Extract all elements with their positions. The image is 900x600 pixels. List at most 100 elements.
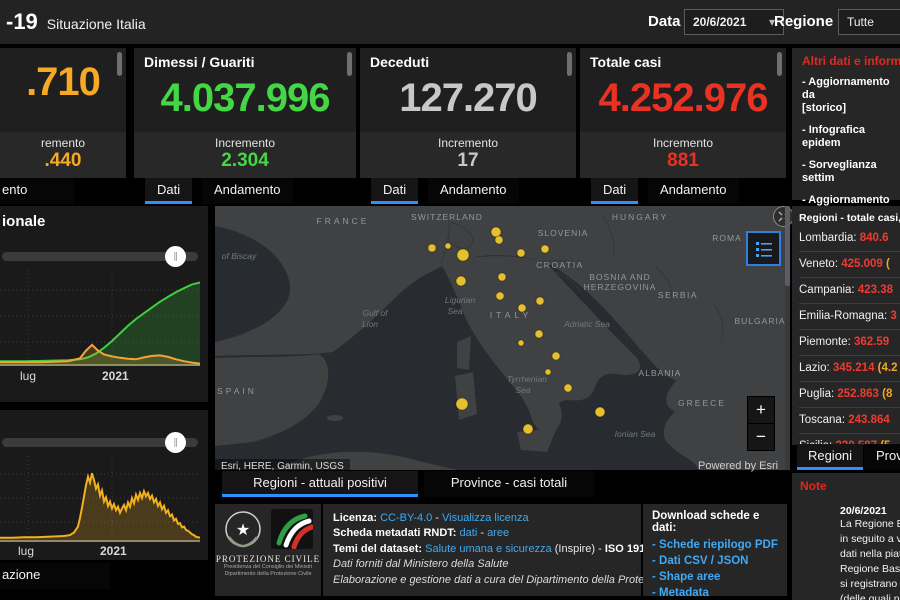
region-bubble[interactable] xyxy=(563,383,573,393)
license-link[interactable]: Visualizza licenza xyxy=(442,512,529,524)
region-bubble[interactable] xyxy=(517,303,527,313)
slider-handle[interactable]: ∥ xyxy=(165,246,186,267)
region-bubble[interactable] xyxy=(522,423,534,435)
stat-card-totale-casi: Totale casi 4.252.976 Incremento 881 xyxy=(580,48,786,178)
tab-province-casi-totali[interactable]: Province - casi totali xyxy=(424,471,594,497)
region-label: Regione xyxy=(774,13,834,30)
region-value: Tutte xyxy=(847,15,874,29)
tab-andamento[interactable]: Andamento xyxy=(648,178,739,204)
license-link[interactable]: CC-BY-4.0 xyxy=(380,512,433,524)
license-panel: Licenza: CC-BY-4.0 - Visualizza licenza S… xyxy=(323,504,701,596)
region-bubble[interactable] xyxy=(456,248,470,262)
card-scrollbar[interactable] xyxy=(777,52,782,76)
region-bubble[interactable] xyxy=(516,248,526,258)
tab-dati[interactable]: Dati xyxy=(591,178,639,204)
tab-province[interactable]: Provin xyxy=(864,444,900,470)
protezione-civile-icon xyxy=(271,509,313,549)
italy-map[interactable]: FRANCE SWITZERLAND HUNGARY SLOVENIA CROATIA B… xyxy=(215,206,787,470)
x-tick: lug xyxy=(20,369,37,383)
tab-andamento[interactable]: Andamento xyxy=(428,178,519,204)
license-line: Dati forniti dal Ministero della Salute xyxy=(333,557,631,572)
time-range-slider[interactable]: ∥ xyxy=(2,246,198,267)
license-link[interactable]: dati xyxy=(459,527,478,540)
daily-new-cases-chart xyxy=(0,456,200,542)
legend-button[interactable] xyxy=(746,231,781,266)
region-bubble[interactable] xyxy=(495,291,505,301)
license-link[interactable]: aree xyxy=(487,527,510,540)
download-link[interactable]: - Metadata xyxy=(652,587,709,599)
tab-regioni[interactable]: Regioni xyxy=(797,444,863,470)
italy-emblem-icon: ★ xyxy=(225,511,261,548)
region-bubble[interactable] xyxy=(544,368,552,376)
region-row: Lazio: 345.214 (4.2 xyxy=(799,355,900,381)
cumulative-trend-chart xyxy=(0,270,200,366)
region-bubble[interactable] xyxy=(494,235,504,245)
stat-card-increment-section: Incremento 881 xyxy=(580,132,786,178)
region-bubble[interactable] xyxy=(444,242,452,250)
card-scrollbar[interactable] xyxy=(117,52,122,76)
increment-label: Incremento xyxy=(652,136,714,150)
license-line: Temi del dataset: Salute umana e sicurez… xyxy=(333,542,695,557)
increment-label: remento xyxy=(40,136,86,150)
region-select[interactable]: Tutte xyxy=(838,9,900,35)
zoom-in-button[interactable]: + xyxy=(747,396,775,424)
expand-icon[interactable] xyxy=(773,206,794,227)
region-bubble[interactable] xyxy=(517,339,525,347)
scrollbar-track[interactable] xyxy=(785,206,790,470)
other-data-header: Altri dati e informazi xyxy=(802,54,900,68)
map-canvas: FRANCE SWITZERLAND HUNGARY SLOVENIA CROATIA B… xyxy=(215,206,787,470)
region-bubble[interactable] xyxy=(427,243,437,253)
download-link[interactable]: - Schede riepilogo PDF xyxy=(652,539,778,551)
left-chart-tab-fragment[interactable]: azione xyxy=(0,563,110,589)
license-lines: Licenza: CC-BY-4.0 - Visualizza licenza S… xyxy=(333,511,701,588)
regions-list: Lombardia: 840.6 Veneto: 425.009 (Campani… xyxy=(799,226,900,445)
region-bubble[interactable] xyxy=(540,244,550,254)
map-label: CROATIA xyxy=(536,260,584,270)
tab-dati[interactable]: Dati xyxy=(371,178,419,204)
map-label: FRANCE xyxy=(317,216,370,226)
date-select[interactable]: 20/6/2021 ▾ xyxy=(684,9,784,35)
region-row: Lombardia: 840.6 xyxy=(799,232,889,244)
map-label: HERZEGOVINA xyxy=(584,282,657,292)
header-bar: -19 Situazione Italia Data 20/6/2021 ▾ R… xyxy=(0,0,900,44)
region-row: Campania: 423.38 xyxy=(799,277,900,303)
slider-handle[interactable]: ∥ xyxy=(165,432,186,453)
region-bubble[interactable] xyxy=(534,329,544,339)
map-label: ITALY xyxy=(490,310,532,320)
time-range-slider[interactable]: ∥ xyxy=(2,432,198,453)
stat-card-attualmente-positivi: .710 remento .440 xyxy=(0,48,126,178)
region-bubble[interactable] xyxy=(455,275,467,287)
download-link[interactable]: - Shape aree xyxy=(652,571,721,583)
map-label: SWITZERLAND xyxy=(411,212,483,222)
map-labels: FRANCE SWITZERLAND HUNGARY SLOVENIA CROATIA B… xyxy=(217,212,786,439)
card-scrollbar[interactable] xyxy=(567,52,572,76)
region-bubble[interactable] xyxy=(594,406,606,418)
info-link[interactable]: - Sorveglianza settim xyxy=(802,159,877,184)
info-link[interactable]: - Infografica epidem xyxy=(802,124,865,149)
map-attribution: Esri, HERE, Garmin, USGS xyxy=(215,459,350,474)
region-bubble[interactable] xyxy=(551,351,561,361)
region-bubble[interactable] xyxy=(455,397,469,411)
region-bubble[interactable] xyxy=(535,296,545,306)
tab-andamento-fragment[interactable]: ento xyxy=(0,178,74,204)
scrollbar-thumb[interactable] xyxy=(785,206,790,286)
zoom-out-button[interactable]: − xyxy=(747,423,775,451)
map-label: BULGARIA xyxy=(735,316,786,326)
region-bubble[interactable] xyxy=(497,272,507,282)
powered-by-esri: Powered by Esri xyxy=(698,460,779,472)
license-link[interactable]: Salute umana e sicurezza xyxy=(425,542,552,555)
note-line: La Regione Ba xyxy=(840,518,900,530)
note-date: 20/6/2021 xyxy=(840,505,887,517)
increment-value: .440 xyxy=(44,150,82,171)
org-line: Dipartimento della Protezione Civile xyxy=(224,571,312,577)
region-bubble[interactable] xyxy=(490,226,502,238)
tab-dati[interactable]: Dati xyxy=(145,178,193,204)
stat-card-increment-section: remento .440 xyxy=(0,132,126,178)
info-link[interactable]: - Aggiornamento da [storico] xyxy=(802,76,890,114)
other-data-links: - Aggiornamento da [storico] - Infografic… xyxy=(802,76,900,220)
download-link[interactable]: - Dati CSV / JSON xyxy=(652,555,749,567)
card-scrollbar[interactable] xyxy=(347,52,352,76)
tab-andamento[interactable]: Andamento xyxy=(202,178,293,204)
stat-card-value: 4.252.976 xyxy=(598,76,769,120)
tab-regioni-attuali-positivi[interactable]: Regioni - attuali positivi xyxy=(222,471,418,497)
